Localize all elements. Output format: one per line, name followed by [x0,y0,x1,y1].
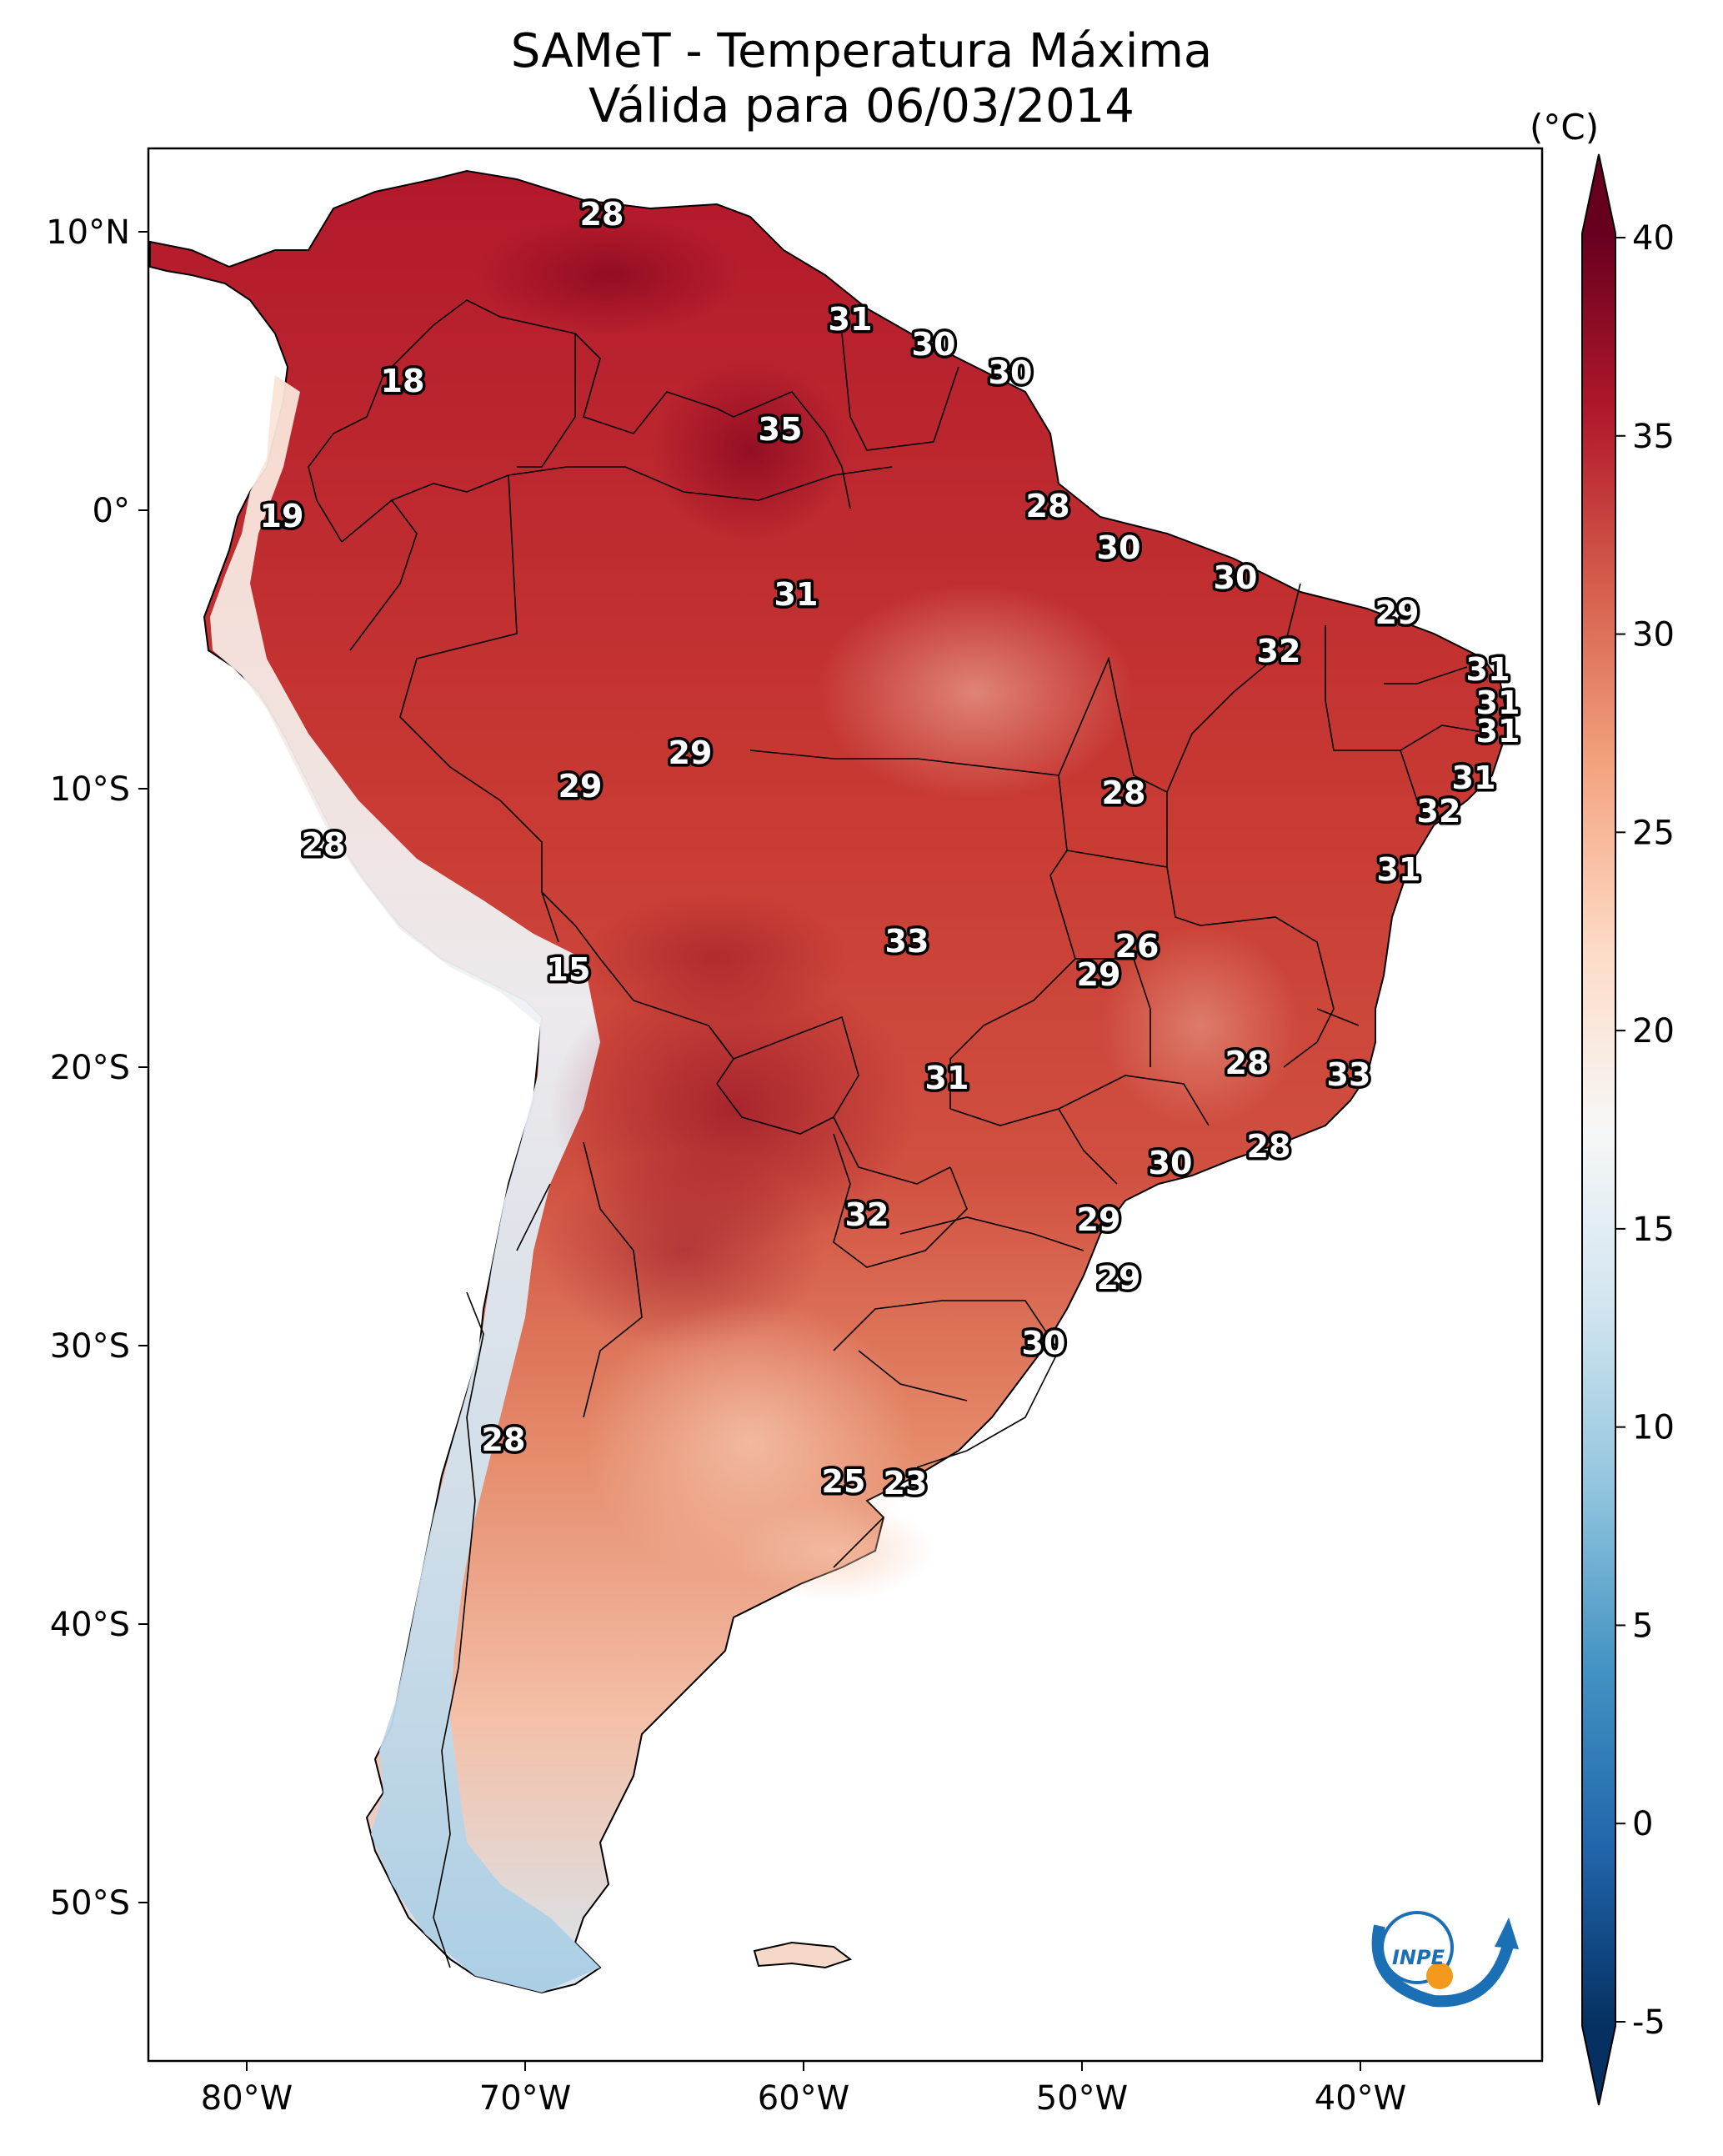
colorbar-min-extension [1582,2026,1615,2105]
station-label: 32 [1257,633,1301,669]
station-label: 29 [558,768,603,805]
station-label: 26 [1115,928,1160,965]
lon-label: 70°W [479,2079,571,2118]
hotspot-venezuela [475,217,742,333]
colorbar-tick-label: 5 [1632,1607,1653,1645]
hotspot-bolivia [584,892,850,1025]
station-label: 33 [885,923,929,960]
station-label: 28 [580,196,624,233]
lon-label: 50°W [1036,2079,1128,2118]
station-label: 31 [1377,851,1421,888]
lat-label: 10°N [46,213,130,252]
colorbar-tick-label: 25 [1632,814,1675,852]
inpe-logo-orbit [1380,1911,1454,1984]
inpe-logo-sun [1426,1963,1453,1989]
political-borders [308,299,1493,1968]
map-subtitle: Válida para 06/03/2014 [589,79,1134,133]
coolspot-para [817,584,1134,800]
station-label: 25 [822,1463,866,1500]
colorbar-tick-label: 10 [1632,1409,1675,1447]
colorbar-tick-label: 30 [1632,616,1675,654]
station-label: 29 [1097,1260,1141,1296]
lat-label: 20°S [50,1049,130,1087]
lat-label: 30°S [50,1327,130,1366]
colorbar-tick-label: 40 [1632,219,1675,258]
colorbar-max-extension [1582,154,1615,233]
station-label: 29 [1077,956,1121,993]
coolspot-minas [1100,925,1300,1126]
inpe-logo-swoosh [1371,1924,1515,2008]
colorbar: 40 35 30 25 20 15 10 5 0 -5 [1581,153,1675,2106]
station-label: 28 [1026,488,1070,524]
station-label: 28 [1102,775,1146,811]
station-label: 28 [302,826,346,863]
station-label: 28 [482,1421,526,1458]
colorbar-tick-label: 15 [1632,1211,1675,1249]
lat-label: 0° [93,492,130,530]
colorbar-outline [1581,153,1616,2106]
colorbar-tick-label: 35 [1632,418,1675,456]
longitude-axis: 80°W 70°W 60°W 50°W 40°W [201,2061,1406,2118]
station-label: 31 [1476,713,1520,750]
lat-label: 50°S [50,1884,130,1923]
colorbar-tick-label: 0 [1632,1805,1653,1843]
station-label: 18 [381,363,425,399]
inpe-logo: INPE [1371,1911,1519,2008]
station-label: 31 [925,1060,969,1096]
station-label: 31 [774,576,819,613]
station-label: 30 [1149,1145,1193,1181]
inpe-logo-arrow [1495,1918,1519,1949]
andes-cool-band [210,375,600,1993]
lon-label: 60°W [758,2079,849,2118]
inpe-logo-text: INPE [1392,1946,1445,1969]
station-label: 31 [1476,684,1520,721]
station-label: 19 [260,498,304,534]
lon-label: 80°W [201,2079,293,2118]
station-label: 31 [1452,760,1496,796]
station-label: 28 [1225,1045,1270,1081]
station-label: 31 [829,301,873,338]
map-title: SAMeT - Temperatura Máxima [510,24,1213,78]
coolspot-buenos-aires [734,1501,934,1601]
lat-label: 40°S [50,1606,130,1644]
hotspot-roraima [650,358,850,542]
station-label: 29 [669,735,713,771]
station-label: 32 [845,1196,889,1233]
station-label: 29 [1077,1201,1121,1238]
map-content [149,169,1510,1994]
colorbar-unit-label: (°C) [1530,107,1600,148]
station-label: 30 [989,354,1033,391]
station-label: 35 [759,411,803,448]
station-labels: 28 31 30 30 18 35 19 28 30 31 30 29 32 3… [257,193,1523,1505]
map-frame [147,147,1544,2063]
station-label: 30 [1214,559,1258,596]
lat-label: 10°S [50,770,130,809]
latitude-axis: 10°N 0° 10°S 20°S 30°S 40°S 50°S [46,213,148,1923]
station-label: 32 [1417,793,1461,830]
station-label: 33 [1327,1056,1371,1093]
station-label: 15 [547,951,591,988]
station-label: 30 [1022,1325,1066,1361]
colorbar-tick-label: 20 [1632,1012,1675,1050]
station-label: 31 [1466,651,1510,688]
hotspot-paraguay [542,1151,825,1351]
station-label: 30 [1097,529,1141,566]
station-label: 23 [884,1465,928,1502]
station-label: 29 [1375,594,1420,631]
falkland-islands [753,1941,853,1969]
station-label: 28 [1247,1128,1291,1165]
lon-label: 40°W [1315,2079,1406,2118]
colorbar-tick-label: -5 [1632,2003,1665,2042]
colorbar-gradient [1582,233,1615,2026]
station-label: 30 [912,326,956,363]
